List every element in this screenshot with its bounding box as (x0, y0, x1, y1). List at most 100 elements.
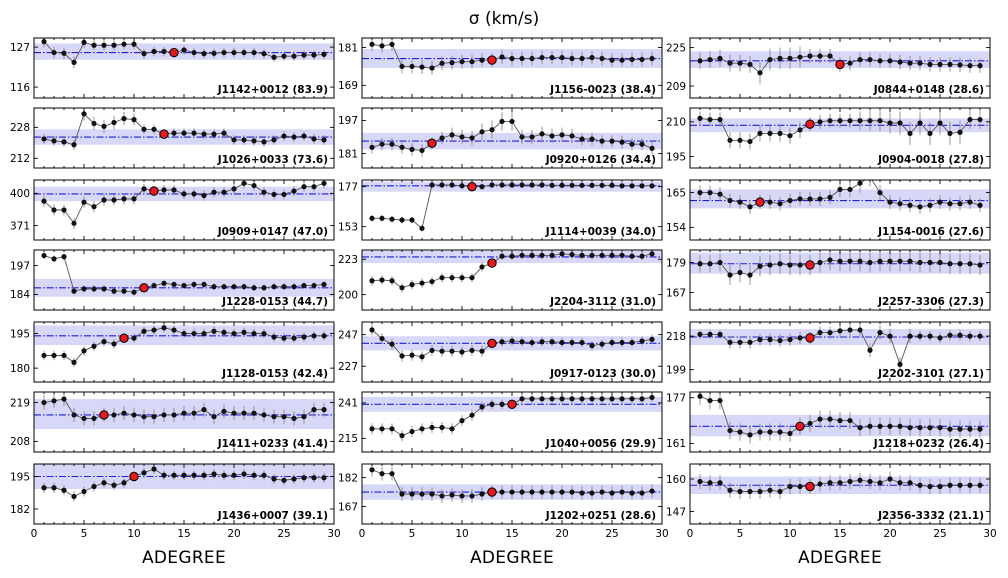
data-point (817, 119, 823, 125)
data-point (599, 489, 605, 495)
data-point (629, 56, 635, 63)
data-point (619, 57, 625, 63)
data-point (51, 485, 57, 491)
x-axis-label-left: ADEGREE (142, 548, 226, 568)
data-point (261, 285, 267, 291)
data-point (379, 335, 385, 342)
data-point (81, 39, 87, 45)
data-point (419, 64, 425, 70)
data-point (757, 337, 763, 343)
x-tick-label: 0 (359, 528, 366, 540)
data-point (459, 493, 465, 499)
data-point (947, 482, 953, 488)
data-point (51, 398, 57, 404)
data-point (141, 186, 147, 192)
data-point (241, 471, 247, 477)
highlight-point (467, 181, 477, 192)
data-point (937, 199, 943, 205)
data-point (291, 188, 297, 194)
data-point (837, 417, 843, 424)
data-point (827, 118, 833, 124)
panel-plot-area (362, 38, 662, 75)
data-point (619, 183, 625, 189)
data-point (71, 220, 77, 226)
data-point (409, 146, 415, 152)
data-point (897, 201, 903, 207)
data-point (887, 333, 893, 339)
data-point (609, 396, 615, 402)
data-point (767, 337, 773, 343)
data-point (459, 59, 465, 65)
panel-plot-area (34, 108, 334, 150)
data-point (707, 190, 713, 196)
y-tick-label: 218 (666, 331, 686, 343)
panel-label: J2202-3101 (27.1) (877, 368, 984, 380)
data-point (171, 281, 177, 288)
data-point (529, 182, 535, 188)
data-point (967, 261, 973, 267)
y-tick-label: 127 (10, 42, 30, 54)
data-point (847, 417, 853, 424)
data-point (241, 284, 247, 290)
panel-plot-area (362, 181, 662, 232)
data-point (439, 348, 445, 354)
highlight-point (805, 333, 815, 343)
highlight-point (507, 399, 517, 409)
data-point (549, 133, 555, 139)
data-point (151, 414, 157, 420)
data-point (321, 407, 327, 413)
data-point (459, 349, 465, 355)
data-point (419, 491, 425, 497)
data-point (389, 278, 395, 284)
data-point (51, 138, 57, 144)
data-point (291, 415, 297, 422)
y-tick-label: 177 (666, 393, 686, 405)
data-point (867, 174, 872, 179)
data-point (649, 336, 655, 342)
y-tick-label: 169 (338, 80, 358, 92)
data-point (101, 286, 107, 292)
data-point (51, 256, 57, 262)
data-point (529, 134, 535, 140)
data-point (937, 335, 943, 341)
data-point (907, 480, 913, 486)
x-tick-label: 10 (455, 528, 468, 540)
data-point (777, 55, 783, 62)
panel-2: 169 181 J1156-0023 (38.4) (338, 37, 663, 99)
data-point (589, 396, 595, 402)
data-point (41, 352, 47, 359)
data-point (927, 202, 933, 208)
data-point (281, 133, 287, 139)
data-point (201, 131, 207, 137)
data-point (529, 489, 535, 495)
data-point (957, 482, 963, 488)
y-tick-label: 182 (338, 472, 358, 484)
y-tick-label: 165 (666, 187, 686, 199)
data-point (569, 489, 575, 495)
data-point (827, 257, 833, 263)
data-point (231, 137, 237, 143)
data-point (161, 412, 167, 418)
y-tick-label: 210 (666, 117, 686, 129)
data-point (141, 414, 147, 420)
data-point (807, 420, 813, 427)
data-point (509, 338, 515, 344)
data-point (867, 478, 873, 485)
data-point (251, 182, 257, 189)
panel-label: J2356-3332 (21.1) (877, 510, 984, 522)
data-point (141, 126, 147, 132)
data-point (877, 190, 883, 196)
data-point (81, 488, 87, 495)
data-point (539, 182, 545, 188)
data-point (449, 426, 455, 432)
data-point (817, 416, 823, 422)
panel-label: J1154-0016 (27.6) (877, 226, 984, 238)
data-point (131, 335, 137, 341)
data-point (549, 396, 555, 402)
data-point (867, 118, 873, 124)
data-point (727, 137, 733, 143)
data-point (737, 269, 743, 276)
data-point (917, 482, 923, 488)
data-point (41, 399, 47, 406)
data-point (241, 329, 247, 335)
